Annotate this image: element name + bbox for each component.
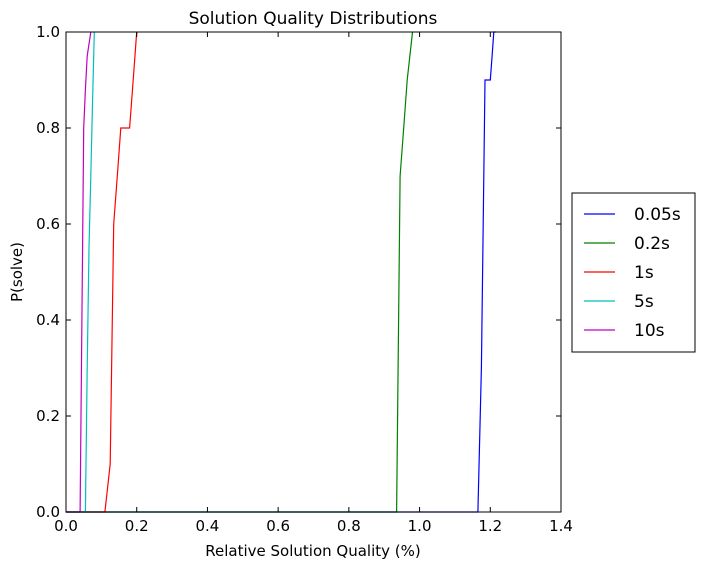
legend-label: 1s	[634, 263, 654, 283]
y-tick-label: 0.2	[36, 407, 60, 425]
x-tick-label: 1.4	[549, 517, 573, 535]
series-line-10s	[66, 31, 92, 513]
y-tick-label: 0.8	[36, 119, 60, 137]
series-line-1s	[66, 31, 138, 513]
y-axis-ticks: 0.0 0.2 0.4 0.6 0.8 1.0	[36, 23, 561, 521]
x-tick-label: 1.0	[408, 517, 432, 535]
y-tick-label: 0.6	[36, 215, 60, 233]
series-line-0-2s	[66, 31, 414, 513]
x-tick-label: 0.2	[125, 517, 149, 535]
y-tick-label: 1.0	[36, 23, 60, 41]
plot-area-frame	[65, 31, 562, 513]
x-tick-label: 0.0	[54, 517, 78, 535]
legend-label: 5s	[634, 292, 654, 312]
legend-label: 0.05s	[634, 205, 681, 225]
x-axis-label: Relative Solution Quality (%)	[205, 542, 420, 560]
legend: 0.05s 0.2s 1s 5s 10s	[571, 192, 696, 353]
y-tick-label: 0.4	[36, 311, 60, 329]
y-axis-label: P(solve)	[8, 242, 26, 302]
legend-label: 10s	[634, 321, 665, 341]
x-tick-label: 0.6	[266, 517, 290, 535]
series-line-0-05s	[66, 31, 496, 513]
x-axis-ticks: 0.0 0.2 0.4 0.6 0.8 1.0 1.2 1.4	[54, 32, 573, 535]
chart-title: Solution Quality Distributions	[189, 9, 438, 29]
x-tick-label: 0.8	[337, 517, 361, 535]
plot-lines	[66, 31, 496, 513]
x-tick-label: 1.2	[478, 517, 502, 535]
x-tick-label: 0.4	[195, 517, 219, 535]
series-line-5s	[66, 31, 95, 513]
y-tick-label: 0.0	[36, 503, 60, 521]
legend-label: 0.2s	[634, 234, 670, 254]
